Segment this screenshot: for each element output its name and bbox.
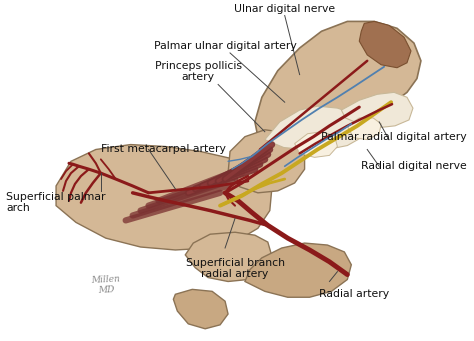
Text: Palmar ulnar digital artery: Palmar ulnar digital artery [154,41,296,51]
Text: Palmar radial digital artery: Palmar radial digital artery [321,132,466,142]
Polygon shape [341,92,413,128]
Text: Ulnar digital nerve: Ulnar digital nerve [234,3,335,14]
Polygon shape [245,243,351,297]
Polygon shape [359,21,411,68]
Polygon shape [347,118,381,139]
Polygon shape [56,145,272,250]
Polygon shape [228,130,305,193]
Text: Princeps pollicis
artery: Princeps pollicis artery [155,61,242,83]
Polygon shape [295,132,337,157]
Text: Radial artery: Radial artery [319,290,389,299]
Text: First metacarpal artery: First metacarpal artery [101,145,226,154]
Polygon shape [265,106,364,149]
Text: Millen
MD: Millen MD [91,274,121,295]
Text: Superficial branch
radial artery: Superficial branch radial artery [185,258,284,279]
Polygon shape [185,232,272,281]
Text: Radial digital nerve: Radial digital nerve [361,161,466,171]
Text: Superficial palmar
arch: Superficial palmar arch [6,192,106,213]
Polygon shape [173,290,228,329]
Polygon shape [255,21,421,147]
